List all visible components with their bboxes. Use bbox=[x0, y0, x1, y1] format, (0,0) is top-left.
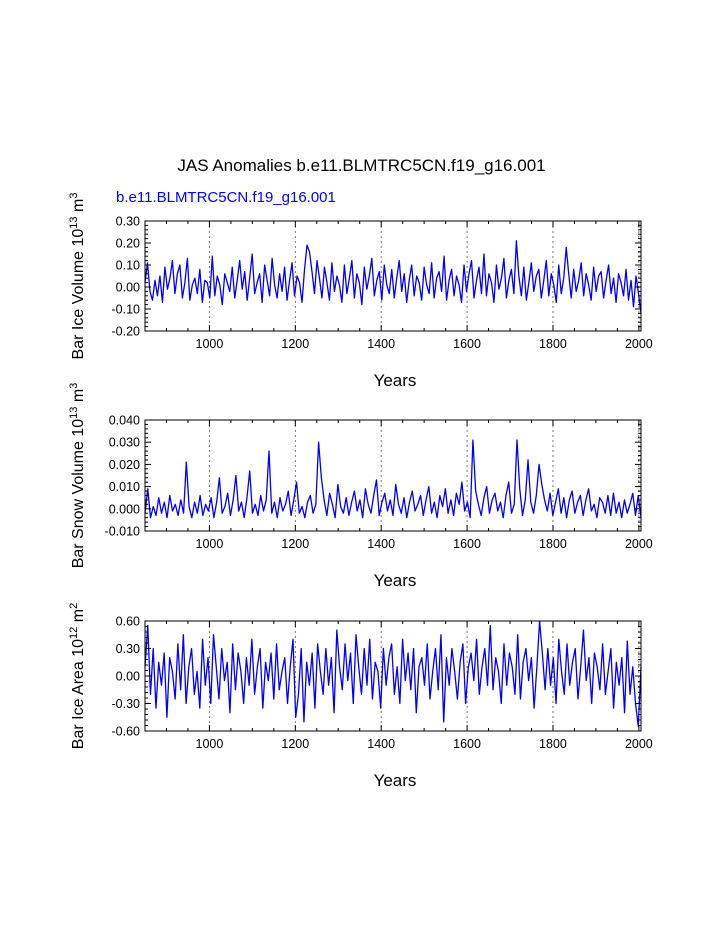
snow-volume-xtick-label: 2000 bbox=[625, 537, 653, 551]
ice-area-ytick-label: 0.00 bbox=[116, 670, 140, 684]
ice-area-xtick-label: 1600 bbox=[453, 737, 481, 751]
snow-volume-ytick-label: 0.000 bbox=[109, 502, 140, 516]
ice-area-ytick-label: 0.60 bbox=[116, 615, 140, 629]
ice-volume-xtick-label: 2000 bbox=[625, 337, 653, 351]
ice-volume-xtick-label: 1400 bbox=[367, 337, 395, 351]
ice-area-ytick-label: -0.60 bbox=[112, 725, 141, 739]
ice-volume-xtick-label: 1200 bbox=[281, 337, 309, 351]
ice-volume-plot-frame bbox=[144, 220, 642, 332]
ice-area-xlabel: Years bbox=[374, 771, 417, 790]
ice-area-xtick-label: 1400 bbox=[367, 737, 395, 751]
snow-volume-ytick-label: 0.030 bbox=[109, 436, 140, 450]
ice-volume-ytick-label: 0.10 bbox=[116, 259, 140, 273]
snow-volume-xtick-label: 1800 bbox=[539, 537, 567, 551]
panel-ice-area: 1000 1200 1400 1600 1800 2000 -0.60 -0.30 0.00 0.… bbox=[68, 603, 653, 790]
snow-volume-xtick-label: 1000 bbox=[196, 537, 224, 551]
snow-volume-ytick-label: 0.040 bbox=[109, 414, 140, 428]
ice-area-series-line bbox=[144, 620, 642, 728]
ice-area-xtick-label: 1000 bbox=[196, 737, 224, 751]
ice-volume-ytick-label: 0.30 bbox=[116, 215, 140, 229]
snow-volume-plot-frame bbox=[144, 419, 642, 532]
snow-volume-xtick-label: 1400 bbox=[367, 537, 395, 551]
snow-volume-xtick-label: 1600 bbox=[453, 537, 481, 551]
snow-volume-ytick-label: 0.010 bbox=[109, 480, 140, 494]
ice-volume-xtick-label: 1800 bbox=[539, 337, 567, 351]
ice-area-ytick-label: 0.30 bbox=[116, 642, 140, 656]
ice-volume-xlabel: Years bbox=[374, 371, 417, 390]
ice-volume-ytick-label: 0.20 bbox=[116, 237, 140, 251]
ice-volume-xtick-label: 1600 bbox=[453, 337, 481, 351]
ice-area-xtick-label: 1800 bbox=[539, 737, 567, 751]
ice-volume-xtick-label: 1000 bbox=[196, 337, 224, 351]
snow-volume-ytick-label: -0.010 bbox=[105, 525, 140, 539]
panel-ice-volume: 1000 1200 1400 1600 1800 2000 -0.20 -0.10 0.00 0.… bbox=[68, 193, 653, 390]
ice-volume-series-line bbox=[144, 240, 642, 314]
ice-area-xtick-label: 1200 bbox=[281, 737, 309, 751]
ice-area-ytick-label: -0.30 bbox=[112, 697, 141, 711]
ice-volume-ylabel: Bar Ice Volume 1013 m3 bbox=[68, 193, 87, 360]
ice-area-xtick-label: 2000 bbox=[625, 737, 653, 751]
snow-volume-ylabel: Bar Snow Volume 1013 m3 bbox=[68, 383, 87, 569]
panel-snow-volume: 1000 1200 1400 1600 1800 2000 -0.010 0.000 0.010… bbox=[68, 383, 653, 590]
ice-volume-ytick-label: 0.00 bbox=[116, 281, 140, 295]
snow-volume-xtick-label: 1200 bbox=[281, 537, 309, 551]
snow-volume-series-line bbox=[144, 439, 642, 519]
chart-main-title: JAS Anomalies b.e11.BLMTRC5CN.f19_g16.00… bbox=[177, 156, 546, 175]
snow-volume-xlabel: Years bbox=[374, 571, 417, 590]
series-subtitle: b.e11.BLMTRC5CN.f19_g16.001 bbox=[116, 189, 336, 206]
ice-area-ylabel: Bar Ice Area 1012 m2 bbox=[68, 603, 87, 749]
ice-volume-ytick-label: -0.10 bbox=[112, 303, 141, 317]
snow-volume-ytick-label: 0.020 bbox=[109, 458, 140, 472]
ice-volume-ytick-label: -0.20 bbox=[112, 325, 141, 339]
